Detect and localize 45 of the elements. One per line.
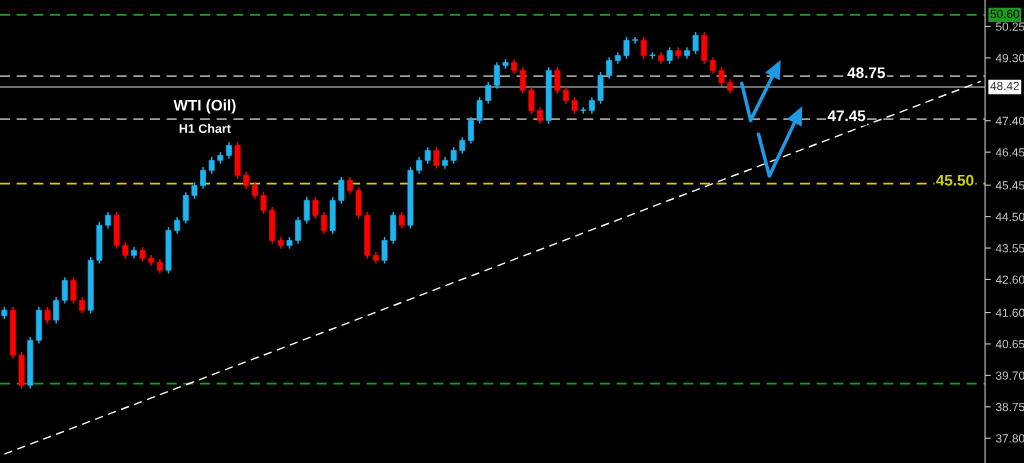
y-tick-label: 45.45	[995, 181, 1024, 190]
candlestick	[623, 36, 630, 60]
text: WTI (Oil)	[173, 99, 236, 114]
candlestick	[381, 236, 388, 265]
y-tick-label: 47.40	[995, 116, 1024, 126]
candlestick	[476, 96, 483, 125]
candlestick	[70, 276, 77, 305]
candlestick	[200, 166, 207, 190]
candlestick	[295, 216, 302, 245]
candlestick	[606, 56, 613, 80]
candlestick	[718, 66, 725, 87]
candlestick	[321, 211, 327, 235]
candlestick	[493, 61, 500, 90]
candlestick	[519, 66, 526, 95]
candlestick	[528, 86, 535, 115]
ref-line-label: 50.60	[990, 9, 1020, 19]
candlestick	[61, 276, 68, 305]
y-tick-label: 41.60	[995, 308, 1024, 317]
y-tick-label: 37.80	[995, 434, 1024, 443]
candlestick	[312, 196, 319, 220]
y-tick-label: 46.45	[995, 148, 1024, 157]
y-tick-label: 42.60	[995, 275, 1024, 284]
y-tick-label: 40.65	[995, 339, 1024, 349]
y-tick-label: 50.25	[995, 22, 1024, 31]
candlestick	[303, 196, 310, 225]
candlestick	[640, 36, 647, 60]
ref-line-label: 48.75	[847, 67, 885, 79]
candlestick	[260, 191, 267, 215]
candlestick	[554, 66, 561, 95]
candlestick	[632, 36, 639, 45]
text: H1 Chart	[179, 123, 231, 133]
y-tick-label: 39.70	[995, 371, 1024, 380]
y-tick-label: 44.50	[995, 212, 1024, 222]
candlestick	[692, 31, 699, 55]
candlestick	[468, 116, 474, 145]
ref-line-label: 48.42	[990, 81, 1019, 91]
y-tick-label: 38.75	[995, 402, 1024, 412]
y-tick-label: 49.30	[995, 53, 1024, 63]
candlestick	[338, 176, 345, 205]
candlestick	[53, 296, 60, 325]
ref-line-label: 45.50	[936, 174, 974, 186]
ref-line-label: 47.45	[827, 110, 866, 122]
candlestick	[485, 81, 492, 105]
y-tick-label: 43.55	[995, 244, 1024, 253]
candlestick	[433, 146, 440, 170]
